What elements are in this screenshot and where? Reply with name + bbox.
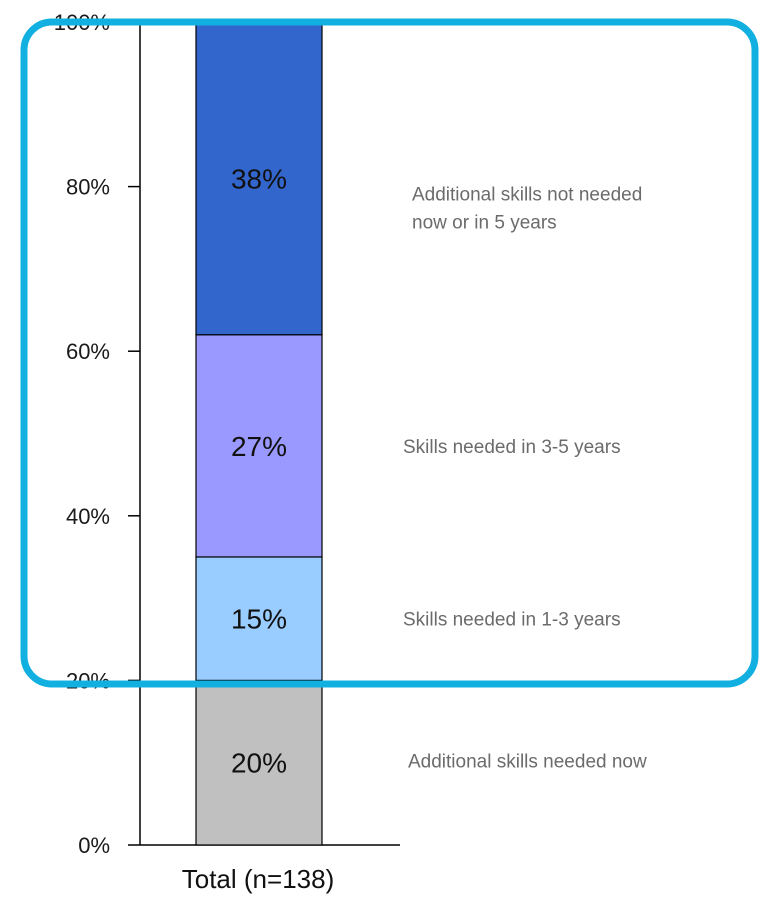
- bar-segment-labels: 20% 15% 27% 38%: [231, 163, 287, 778]
- bar-data-label: 27%: [231, 431, 287, 462]
- highlight-box: [20, 18, 759, 688]
- y-axis-ticks: 0%20%40%60%80%100%: [54, 10, 140, 858]
- bar-data-label: 20%: [231, 748, 287, 779]
- series-label: Skills needed in 3-5 years: [403, 437, 621, 458]
- bar-segment: [195, 679, 323, 846]
- bar-segment: [195, 334, 323, 558]
- series-label: Additional skills needed now: [408, 752, 647, 773]
- y-tick-label: 80%: [66, 175, 110, 200]
- bar-segment: [195, 556, 323, 682]
- bar-data-label: 15%: [231, 604, 287, 635]
- y-tick-label: 40%: [66, 504, 110, 529]
- y-tick-label: 60%: [66, 339, 110, 364]
- bar-data-label: 38%: [231, 163, 287, 194]
- series-label: Skills needed in 1-3 years: [403, 610, 621, 631]
- bar-segments: [195, 21, 323, 846]
- series-label: Additional skills not needed now or in 5 …: [412, 185, 642, 234]
- category-label: Total (n=138): [182, 864, 334, 894]
- series-labels: Additional skills needed now Skills neede…: [403, 185, 647, 773]
- bar-segment: [195, 21, 323, 336]
- y-tick-label: 0%: [78, 833, 110, 858]
